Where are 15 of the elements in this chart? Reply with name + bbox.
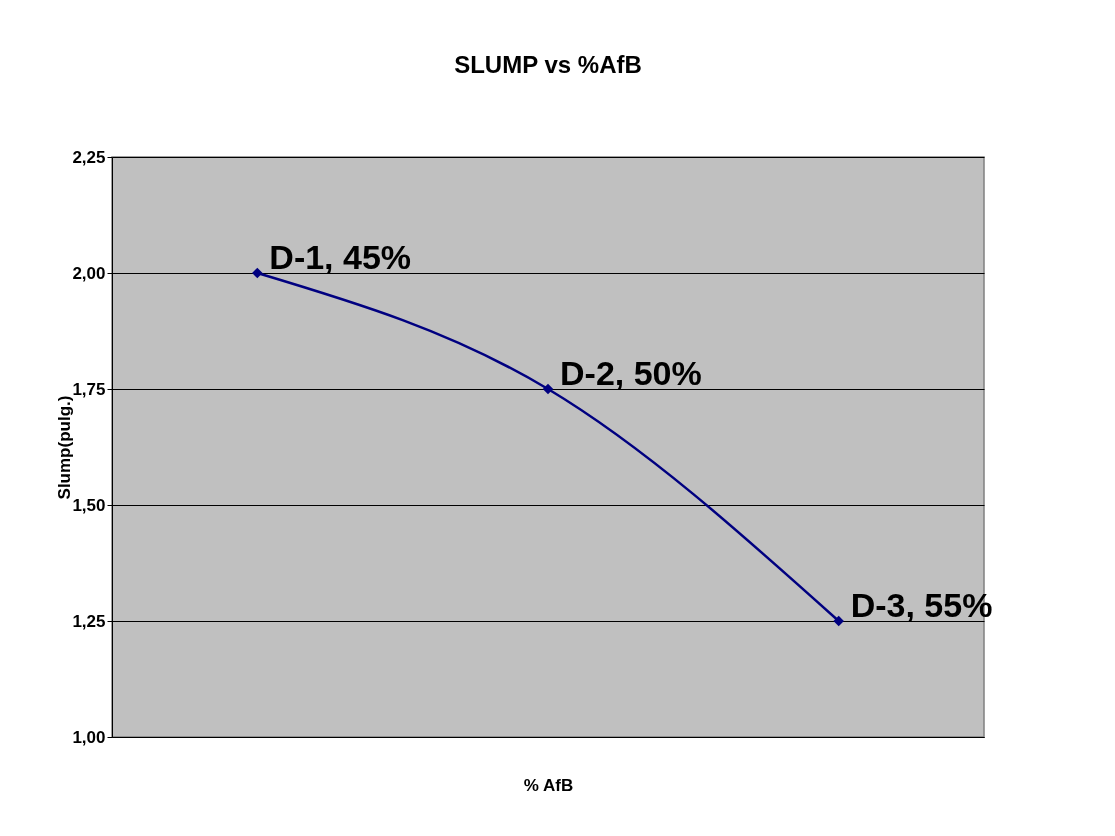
chart-title: SLUMP vs %AfB: [454, 51, 642, 78]
annotation: D-3, 55%: [850, 586, 993, 624]
point: [833, 615, 844, 627]
annotation: D-1, 45%: [269, 238, 412, 276]
x-axis-title: % AfB: [523, 775, 574, 795]
point: [252, 267, 263, 279]
point: [542, 383, 554, 395]
y-tick-label: 1,25: [72, 611, 106, 631]
y-axis-title: Slump(pulg.): [55, 395, 75, 500]
y-tick-label: 2,00: [72, 263, 106, 283]
y-tick-label: 1,00: [72, 727, 106, 747]
y-tick-label: 2,25: [72, 147, 106, 167]
y-tick-label: 1,75: [72, 379, 106, 399]
annotation: D-2, 50%: [560, 354, 702, 392]
y-tick-label: 1,50: [72, 495, 106, 515]
